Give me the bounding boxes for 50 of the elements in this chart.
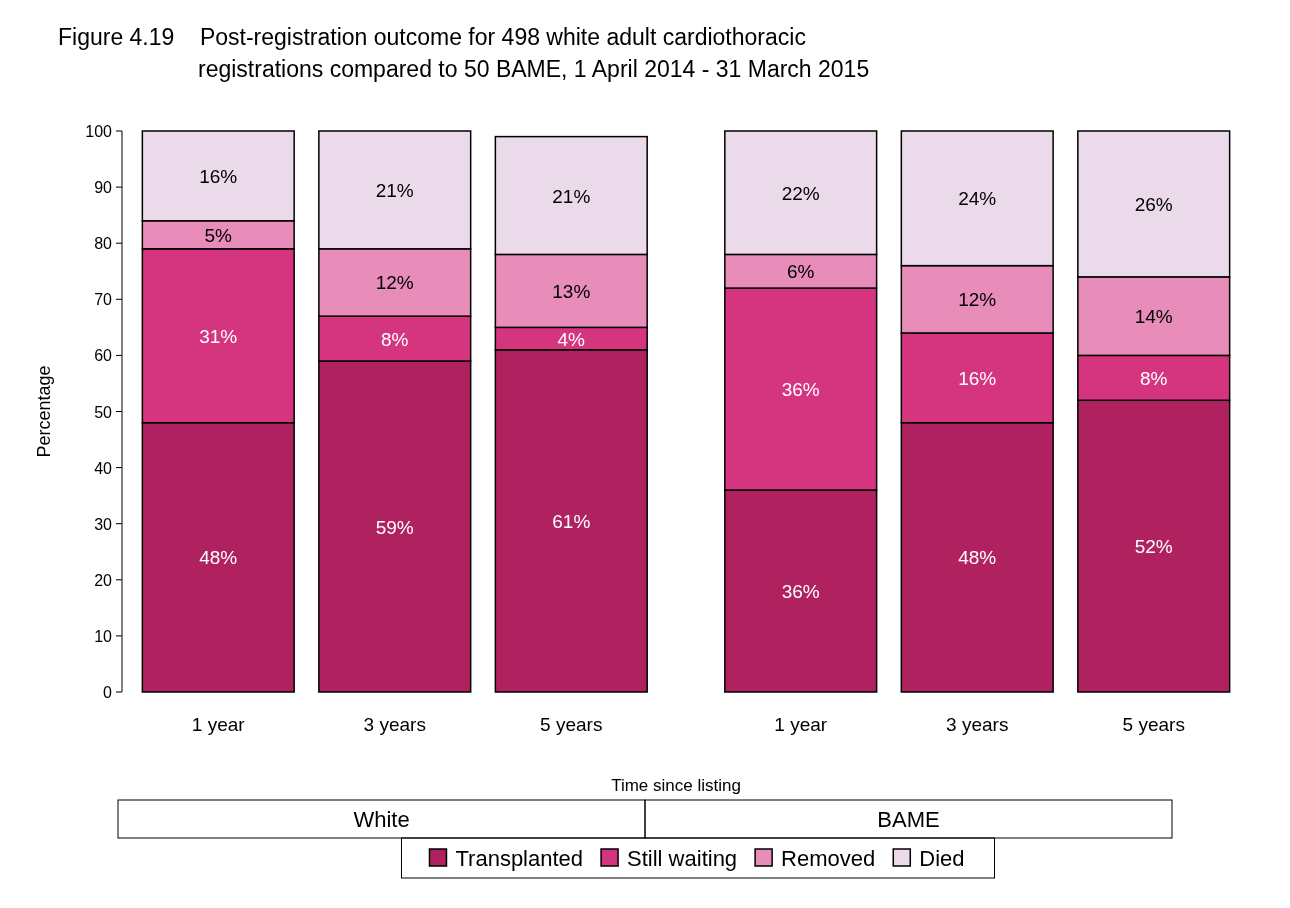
y-tick-label: 60	[94, 347, 113, 365]
legend-label: Transplanted	[455, 846, 584, 871]
data-label: 21%	[552, 185, 591, 207]
x-axis-title: Time since listing	[611, 776, 741, 795]
data-label: 48%	[958, 547, 997, 569]
y-axis-title: Percentage	[34, 365, 54, 458]
x-tick-label: 3 years	[946, 714, 1009, 735]
y-tick-label: 0	[103, 684, 113, 701]
y-tick-label: 40	[94, 459, 113, 477]
data-label: 6%	[787, 261, 815, 283]
text: White	[353, 807, 410, 832]
y-tick-label: 90	[94, 179, 113, 197]
y-tick-label: 10	[94, 627, 113, 645]
data-label: 31%	[199, 325, 238, 347]
data-label: 52%	[1134, 536, 1173, 558]
chart-title: Figure 4.19 Post-registration outcome for 498 white adult cardiothoracic registrations compared to 50 BAME, 1 April 2014 - 31 March 2015	[58, 24, 870, 82]
data-label: 61%	[552, 510, 591, 532]
data-label: 22%	[781, 182, 820, 204]
legend-label: Removed	[781, 846, 876, 871]
data-label: 14%	[1134, 306, 1173, 328]
x-tick-label: 5 years	[540, 714, 603, 735]
x-tick-label: 1 year	[774, 714, 828, 735]
data-label: 12%	[958, 289, 997, 311]
data-label: 12%	[375, 272, 414, 294]
data-label: 4%	[557, 328, 586, 350]
data-label: 36%	[781, 379, 820, 401]
data-label: 16%	[958, 367, 997, 389]
data-label: 48%	[199, 547, 238, 569]
x-tick-label: 3 years	[363, 714, 426, 735]
data-label: 5%	[204, 224, 233, 246]
data-label: 8%	[1140, 367, 1168, 389]
y-tick-label: 30	[94, 515, 113, 533]
data-label: 8%	[381, 328, 409, 350]
data-label: 21%	[375, 179, 414, 201]
data-label: 26%	[1134, 193, 1173, 215]
legend-label: Still waiting	[627, 846, 738, 871]
y-tick-label: 100	[85, 123, 113, 140]
data-label: 36%	[781, 581, 820, 603]
x-tick-label: 5 years	[1122, 714, 1185, 735]
y-tick-label: 80	[94, 235, 113, 253]
y-tick-label: 20	[94, 571, 113, 589]
text: BAME	[877, 807, 940, 832]
legend-label: Died	[919, 846, 965, 871]
x-tick-label: 1 year	[191, 714, 246, 735]
y-tick-label: 70	[94, 291, 113, 309]
data-label: 13%	[552, 280, 591, 302]
data-label: 59%	[375, 516, 414, 538]
data-label: 16%	[199, 165, 238, 187]
data-label: 24%	[958, 188, 997, 210]
y-tick-label: 50	[94, 403, 113, 421]
